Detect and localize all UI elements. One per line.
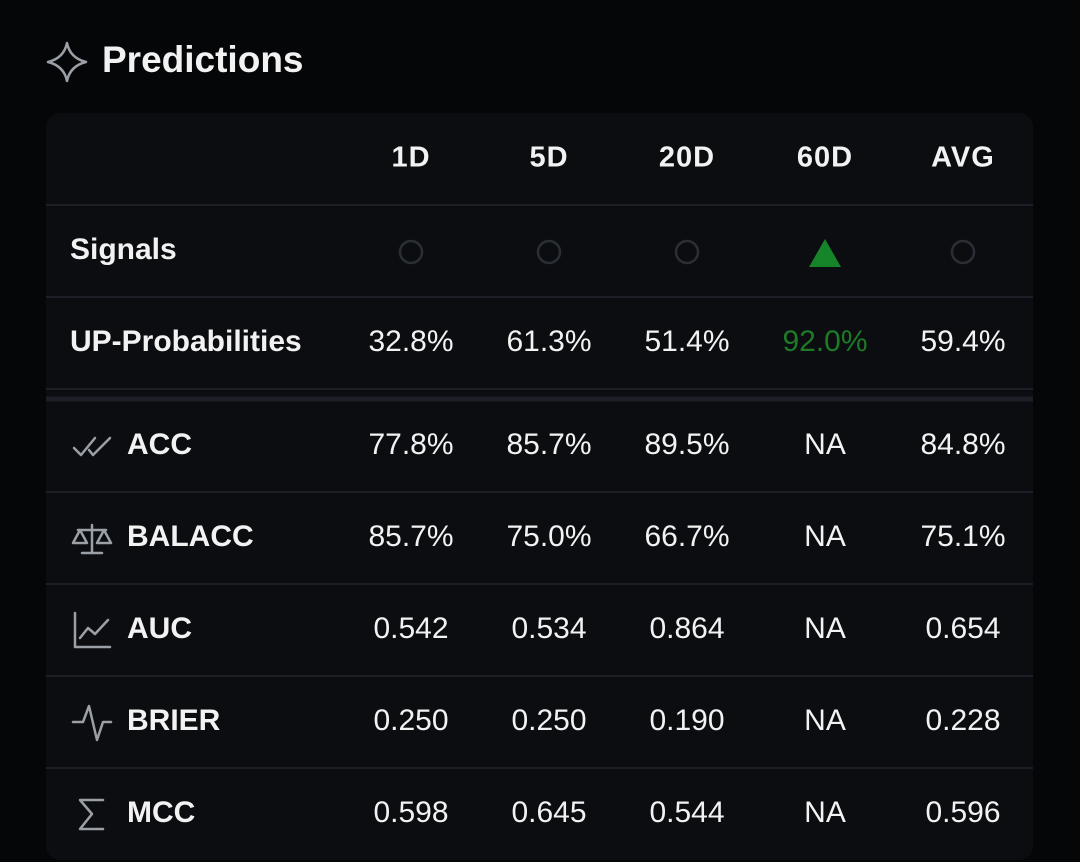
cell-value: 75.1% (920, 520, 1005, 553)
cell-value: 0.190 (649, 704, 724, 737)
cell-value: NA (804, 520, 846, 553)
auc-icon (73, 611, 112, 649)
mcc-icon (78, 798, 105, 831)
cell-value: NA (804, 612, 846, 645)
cell-value: 0.250 (373, 704, 448, 737)
cell-value: NA (804, 796, 846, 829)
cell-value: 89.5% (644, 428, 729, 461)
cell-value: NA (804, 704, 846, 737)
cell-value: 77.8% (368, 428, 453, 461)
column-header: AVG (931, 142, 995, 174)
cell-value: 0.250 (511, 704, 586, 737)
row-label: UP-Probabilities (70, 325, 302, 358)
acc-icon (72, 436, 112, 457)
cell-value: 32.8% (368, 325, 453, 358)
row-dividers (46, 204, 1033, 769)
cell-value: 66.7% (644, 520, 729, 553)
cell-value: 85.7% (506, 428, 591, 461)
signal-up (809, 239, 841, 267)
cell-value: 0.598 (373, 796, 448, 829)
cell-value: 85.7% (368, 520, 453, 553)
cell-value: NA (804, 428, 846, 461)
cell-value: 61.3% (506, 325, 591, 358)
cell-value: 0.542 (373, 612, 448, 645)
row-label: MCC (127, 796, 195, 829)
row-label: AUC (127, 612, 192, 645)
cell-value: 51.4% (644, 325, 729, 358)
column-header: 20D (659, 142, 715, 174)
signals-label: Signals (70, 233, 177, 266)
brier-icon (71, 704, 113, 742)
cell-value: 0.645 (511, 796, 586, 829)
cell-value: 0.228 (925, 704, 1000, 737)
cell-value: 92.0% (782, 325, 867, 358)
cell-value: 0.654 (925, 612, 1000, 645)
row-label: ACC (127, 428, 192, 461)
row-label: BRIER (127, 704, 221, 737)
card (46, 113, 1033, 860)
cell-value: 75.0% (506, 520, 591, 553)
cell-value: 0.534 (511, 612, 586, 645)
cell-value: 0.864 (649, 612, 724, 645)
column-header: 5D (529, 142, 568, 174)
column-header: 60D (797, 142, 853, 174)
cell-value: 0.596 (925, 796, 1000, 829)
sparkle-icon (46, 41, 88, 83)
column-header: 1D (391, 142, 430, 174)
title: Predictions (102, 39, 304, 80)
cell-value: 84.8% (920, 428, 1005, 461)
cell-value: 0.544 (649, 796, 724, 829)
signal-neutral (398, 239, 976, 265)
cell-value: 59.4% (920, 325, 1005, 358)
balacc-icon (71, 523, 113, 555)
row-label: BALACC (127, 520, 254, 553)
